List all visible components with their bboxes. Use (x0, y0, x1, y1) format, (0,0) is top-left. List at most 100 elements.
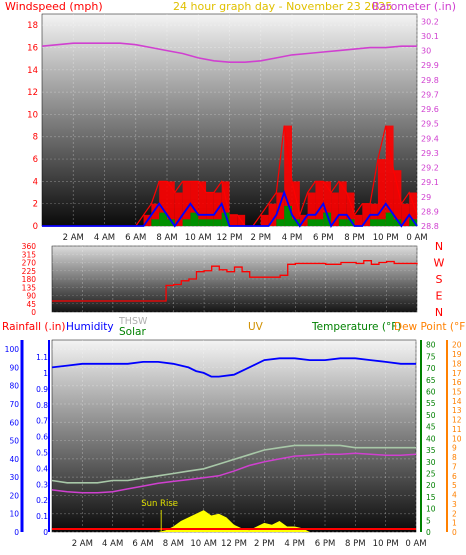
x-tick-label: 8 AM (163, 539, 184, 549)
temperature-tick-label: 40 (426, 434, 436, 443)
x-tick-label: 6 PM (315, 539, 336, 549)
x-tick-label: 0 AM (406, 233, 427, 243)
temperature-tick-label: 20 (426, 481, 436, 490)
wind-min-bar (276, 219, 285, 226)
wind-min-bar (151, 219, 160, 226)
x-tick-label: 12 PM (221, 539, 247, 549)
x-tick-label: 12 PM (217, 233, 243, 243)
wind-gust-bar (292, 181, 300, 226)
cardinal-letter: E (436, 290, 443, 303)
barometer-tick-label: 29.3 (421, 149, 439, 158)
dewpoint-tick-label: 15 (452, 388, 462, 397)
wind-gust-bar (346, 192, 355, 226)
wind-min-bar (206, 219, 214, 226)
barometer-tick-label: 29.8 (421, 76, 439, 85)
rain-tick-label: 1.1 (36, 353, 48, 362)
direction-tick-label: 180 (22, 275, 37, 284)
wind-gust-bar (159, 181, 167, 226)
temperature-tick-label: 35 (426, 446, 436, 455)
wind-gust-bar (354, 214, 363, 226)
sunrise-label: Sun Rise (141, 499, 178, 509)
rain-tick-label: 0.4 (36, 464, 48, 473)
barometer-tick-label: 29.4 (421, 134, 439, 143)
dewpoint-tick-label: 11 (452, 425, 462, 434)
wind-direction-line (52, 260, 418, 302)
wind-min-bar (213, 219, 222, 226)
direction-tick-label: 270 (22, 259, 37, 268)
humidity-line (51, 357, 416, 378)
barometer-tick-label: 28.8 (421, 222, 439, 231)
wind-avg-line (42, 189, 418, 228)
x-tick-label: 2 PM (250, 233, 271, 243)
wind-gust-bar (323, 181, 332, 226)
dewpoint-tick-label: 7 (452, 462, 457, 471)
dewpoint-tick-label: 1 (452, 519, 457, 528)
barometer-tick-label: 29.1 (421, 178, 439, 187)
dewpoint-line (51, 452, 417, 494)
wind-gust-bar (206, 192, 214, 226)
rain-tick-label: 0.6 (36, 433, 48, 442)
humidity-tick-label: 60 (9, 418, 19, 427)
temperature-tick-label: 50 (426, 411, 436, 420)
x-tick-label: 4 PM (284, 539, 305, 549)
wind-min-bar (370, 219, 378, 226)
wind-tick-label: 10 (27, 110, 38, 120)
humidity-tick-label: 70 (9, 400, 19, 409)
wind-gust-bar (409, 192, 417, 226)
wind-gust-bar (260, 214, 269, 226)
wind-min-bar (182, 219, 191, 226)
barometer-tick-label: 29.7 (421, 90, 439, 99)
humidity-tick-label: 0 (14, 528, 19, 537)
temperature-tick-label: 45 (426, 423, 436, 432)
humidity-tick-label: 80 (9, 382, 19, 391)
barometer-tick-label: 30.2 (421, 17, 439, 26)
wind-gust-bar (190, 181, 199, 226)
x-tick-label: 10 PM (373, 233, 399, 243)
temperature-tick-label: 15 (426, 493, 436, 502)
x-tick-label: 2 PM (254, 539, 275, 549)
wind-gust-bar (174, 192, 183, 226)
wind-min-bar (167, 219, 175, 226)
barometer-tick-label: 29.5 (421, 120, 439, 129)
barometer-tick-label: 29.9 (421, 61, 439, 70)
rain-tick-label: 0.2 (36, 496, 48, 505)
dewpoint-tick-label: 17 (452, 369, 462, 378)
x-tick-label: 10 AM (190, 539, 217, 549)
humidity-tick-label: 20 (9, 491, 19, 500)
wind-min-bar (159, 212, 167, 226)
barometer-tick-label: 30 (421, 47, 431, 56)
graph-title: 24 hour graph day - November 23 2025 (173, 0, 392, 13)
wind-gust-bar (338, 181, 347, 226)
dewpoint-tick-label: 3 (452, 500, 457, 509)
dewpoint-tick-label: 18 (452, 359, 462, 368)
x-tick-label: 8 PM (345, 539, 366, 549)
thsw-panel (51, 339, 417, 533)
barometer-tick-label: 28.9 (421, 207, 439, 216)
x-tick-label: 4 PM (282, 233, 303, 243)
wind-gust-bar (221, 181, 230, 226)
wind-tick-label: 18 (27, 21, 38, 31)
wind-tick-label: 14 (27, 66, 38, 76)
wind-gust-bar (331, 192, 339, 226)
x-tick-label: 6 AM (125, 233, 146, 243)
x-tick-label: 6 PM (313, 233, 334, 243)
rain-tick-label: 0 (43, 528, 48, 537)
dewpoint-tick-label: 20 (452, 341, 462, 350)
dewpoint-tick-label: 13 (452, 406, 462, 415)
wind-gust-bar (393, 170, 402, 226)
dewpoint-title: Dew Point (°F) (394, 321, 466, 333)
dewpoint-tick-label: 16 (452, 378, 462, 387)
dewpoint-tick-label: 4 (452, 491, 457, 500)
rain-tick-label: 0.7 (36, 417, 48, 426)
temperature-tick-label: 80 (426, 341, 436, 350)
temperature-tick-label: 70 (426, 364, 436, 373)
wind-min-bar (284, 205, 292, 226)
x-tick-label: 8 PM (344, 233, 365, 243)
dewpoint-tick-label: 2 (452, 509, 457, 518)
wind-tick-label: 12 (27, 88, 38, 98)
rain-tick-label: 0.1 (36, 512, 48, 521)
temperature-tick-label: 25 (426, 469, 436, 478)
wind-min-bar (198, 219, 207, 226)
x-tick-label: 10 PM (373, 539, 399, 549)
humidity-tick-label: 40 (9, 455, 19, 464)
